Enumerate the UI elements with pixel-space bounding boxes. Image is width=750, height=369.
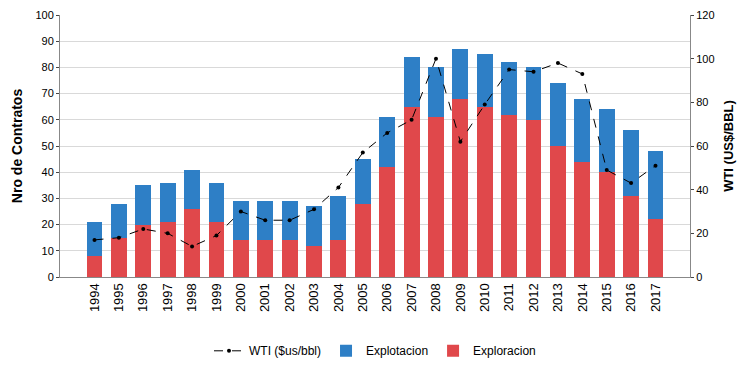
svg-text:1997: 1997 (160, 283, 175, 312)
svg-text:40: 40 (696, 184, 708, 196)
svg-text:2017: 2017 (648, 283, 663, 312)
svg-text:2000: 2000 (233, 283, 248, 312)
svg-text:30: 30 (42, 192, 54, 204)
svg-text:2011: 2011 (501, 283, 516, 311)
svg-text:1999: 1999 (209, 283, 224, 312)
svg-text:2005: 2005 (355, 283, 370, 312)
svg-text:2009: 2009 (453, 283, 468, 312)
svg-text:2012: 2012 (526, 283, 541, 312)
svg-text:WTI ($us/bbl): WTI ($us/bbl) (249, 344, 321, 358)
svg-text:WTI (US$/BBL): WTI (US$/BBL) (721, 100, 736, 192)
svg-text:Nro de Contratos: Nro de Contratos (9, 89, 25, 204)
svg-text:0: 0 (696, 271, 702, 283)
svg-text:120: 120 (696, 9, 714, 21)
svg-text:1996: 1996 (136, 283, 151, 312)
svg-text:80: 80 (42, 61, 54, 73)
svg-text:80: 80 (696, 96, 708, 108)
svg-text:90: 90 (42, 35, 54, 47)
svg-text:100: 100 (696, 53, 714, 65)
svg-text:100: 100 (35, 9, 53, 21)
svg-text:60: 60 (696, 140, 708, 152)
svg-text:2003: 2003 (306, 283, 321, 312)
svg-text:Explotacion: Explotacion (366, 344, 428, 358)
svg-text:2016: 2016 (623, 283, 638, 312)
svg-text:2014: 2014 (575, 283, 590, 312)
svg-text:2001: 2001 (257, 283, 272, 312)
svg-text:1998: 1998 (184, 283, 199, 312)
svg-text:70: 70 (42, 87, 54, 99)
svg-text:40: 40 (42, 166, 54, 178)
svg-text:Exploracion: Exploracion (473, 344, 536, 358)
svg-text:20: 20 (696, 227, 708, 239)
svg-text:2008: 2008 (428, 283, 443, 312)
svg-text:1994: 1994 (87, 283, 102, 312)
svg-text:1995: 1995 (111, 283, 126, 312)
svg-text:50: 50 (42, 140, 54, 152)
svg-text:2006: 2006 (379, 283, 394, 312)
svg-text:0: 0 (48, 271, 54, 283)
svg-text:2010: 2010 (477, 283, 492, 312)
svg-text:2013: 2013 (550, 283, 565, 312)
svg-text:2015: 2015 (599, 283, 614, 312)
svg-text:10: 10 (42, 245, 54, 257)
svg-text:2007: 2007 (404, 283, 419, 312)
svg-text:2002: 2002 (282, 283, 297, 312)
svg-text:60: 60 (42, 114, 54, 126)
svg-text:20: 20 (42, 218, 54, 230)
svg-text:2004: 2004 (331, 283, 346, 312)
